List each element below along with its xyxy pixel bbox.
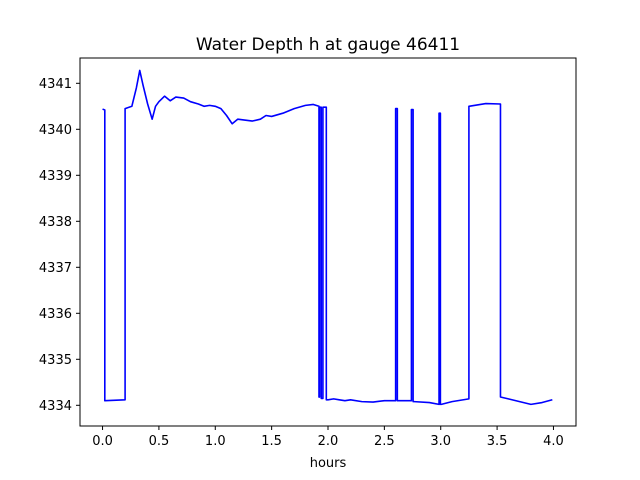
- x-tick-label: 0.0: [92, 434, 113, 449]
- y-axis: 4334 4335 4336 4337 4338 4339 4340 4341: [39, 77, 80, 414]
- x-tick-label: 1.0: [205, 434, 226, 449]
- y-tick-label: 4340: [39, 123, 72, 138]
- x-axis-title: hours: [310, 456, 347, 471]
- x-tick-label: 3.5: [487, 434, 508, 449]
- x-tick-label: 2.5: [374, 434, 395, 449]
- y-tick-label: 4338: [39, 215, 72, 230]
- series-line: [102, 69, 553, 406]
- y-tick-label: 4336: [39, 307, 72, 322]
- chart-title: Water Depth h at gauge 46411: [196, 35, 460, 55]
- x-tick-label: 0.5: [149, 434, 170, 449]
- x-tick-label: 4.0: [543, 434, 564, 449]
- x-tick-label: 2.0: [318, 434, 339, 449]
- x-tick-label: 1.5: [261, 434, 282, 449]
- y-tick-label: 4341: [39, 77, 72, 92]
- y-tick-label: 4337: [39, 261, 72, 276]
- plot-area: [102, 69, 553, 406]
- y-tick-label: 4339: [39, 169, 72, 184]
- y-tick-label: 4334: [39, 399, 72, 414]
- x-tick-label: 3.0: [430, 434, 451, 449]
- x-axis: 0.0 0.5 1.0 1.5 2.0 2.5 3.0 3.5 4.0: [92, 426, 564, 449]
- y-tick-label: 4335: [39, 353, 72, 368]
